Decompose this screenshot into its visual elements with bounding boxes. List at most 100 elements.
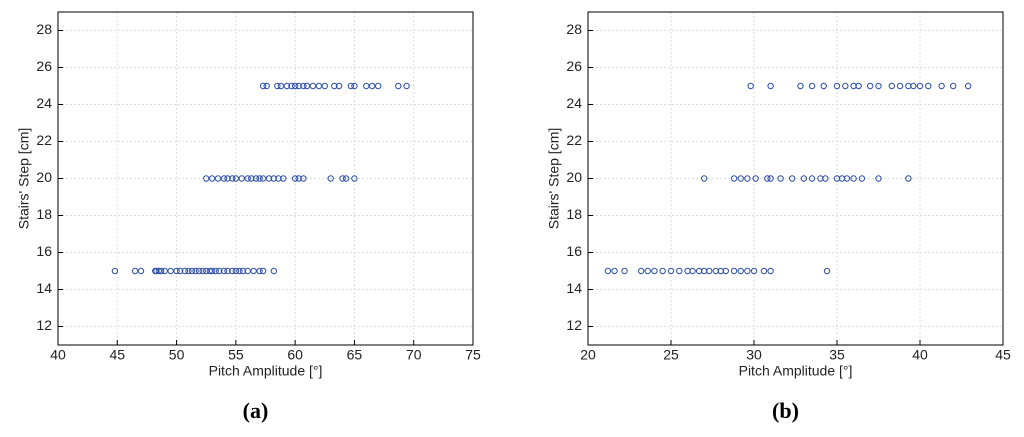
- caption: (a): [243, 398, 269, 423]
- point: [767, 82, 774, 90]
- point: [216, 267, 223, 275]
- point: [238, 175, 245, 182]
- point: [351, 175, 358, 182]
- y-axis-label: Stairs' Step [cm]: [546, 128, 562, 229]
- point: [232, 267, 240, 275]
- point: [315, 82, 323, 90]
- point: [131, 267, 139, 275]
- x-tick-label: 50: [169, 347, 185, 363]
- y-axis-label: Stairs' Step [cm]: [16, 128, 32, 229]
- point: [750, 267, 758, 275]
- point: [280, 175, 287, 182]
- point: [403, 82, 410, 90]
- point: [363, 82, 370, 90]
- point: [220, 267, 228, 275]
- point: [351, 82, 358, 90]
- x-tick-label: 45: [995, 347, 1011, 363]
- point: [309, 82, 317, 90]
- point: [208, 175, 216, 182]
- point: [752, 175, 759, 182]
- y-tick-label: 20: [566, 169, 582, 185]
- point: [331, 82, 338, 90]
- point: [747, 82, 754, 90]
- x-tick-label: 25: [663, 347, 679, 363]
- y-tick-label: 26: [566, 58, 582, 74]
- point: [800, 175, 807, 182]
- point: [111, 267, 119, 275]
- point: [295, 82, 302, 90]
- point: [737, 267, 744, 275]
- point: [295, 175, 302, 182]
- point: [910, 82, 917, 90]
- point: [822, 175, 829, 182]
- point: [206, 267, 213, 275]
- point: [250, 267, 257, 275]
- point: [760, 267, 768, 275]
- point: [858, 175, 866, 182]
- point: [188, 267, 196, 275]
- point: [964, 82, 972, 90]
- point: [214, 175, 222, 182]
- point: [820, 82, 827, 90]
- point: [157, 267, 165, 275]
- point: [833, 82, 841, 90]
- point: [259, 267, 267, 275]
- x-tick-label: 45: [109, 347, 125, 363]
- y-tick-label: 16: [566, 243, 582, 259]
- point: [950, 82, 957, 90]
- plot-frame: [587, 11, 1004, 346]
- point: [395, 82, 402, 90]
- point: [283, 82, 291, 90]
- point: [248, 175, 255, 182]
- x-tick-label: 40: [50, 347, 66, 363]
- point: [369, 82, 376, 90]
- point: [244, 267, 251, 275]
- x-axis-label: Pitch Amplitude [°]: [739, 363, 853, 379]
- point: [925, 82, 932, 90]
- point: [767, 175, 774, 182]
- x-tick-label: 55: [228, 347, 244, 363]
- point: [905, 175, 912, 182]
- y-tick-label: 24: [566, 95, 582, 111]
- point: [823, 267, 831, 275]
- point: [689, 267, 696, 275]
- point: [270, 175, 277, 182]
- point: [667, 267, 675, 275]
- x-tick-label: 40: [912, 347, 928, 363]
- point: [342, 175, 350, 182]
- point: [161, 267, 168, 275]
- y-tick-label: 12: [36, 317, 52, 333]
- point: [192, 267, 199, 275]
- point: [867, 82, 874, 90]
- point: [808, 175, 816, 182]
- point: [722, 267, 729, 275]
- point: [153, 267, 160, 275]
- point: [327, 175, 334, 182]
- point: [896, 82, 904, 90]
- point: [788, 175, 796, 182]
- point: [270, 267, 277, 275]
- x-tick-label: 60: [287, 347, 303, 363]
- point: [767, 267, 774, 275]
- point: [644, 267, 651, 275]
- point: [277, 82, 285, 90]
- point: [335, 82, 343, 90]
- point: [291, 82, 299, 90]
- plot-frame: [57, 11, 474, 346]
- point: [229, 175, 236, 182]
- x-tick-label: 20: [580, 347, 596, 363]
- point: [208, 267, 216, 275]
- point: [173, 267, 180, 275]
- point: [777, 175, 784, 182]
- x-axis-label: Pitch Amplitude [°]: [209, 363, 323, 379]
- point: [659, 267, 666, 275]
- point: [212, 267, 219, 275]
- point: [195, 267, 203, 275]
- x-tick-label: 75: [465, 347, 481, 363]
- point: [199, 267, 206, 275]
- y-tick-label: 16: [36, 243, 52, 259]
- point: [137, 267, 145, 275]
- point: [244, 175, 251, 182]
- point: [797, 82, 804, 90]
- point: [259, 82, 267, 90]
